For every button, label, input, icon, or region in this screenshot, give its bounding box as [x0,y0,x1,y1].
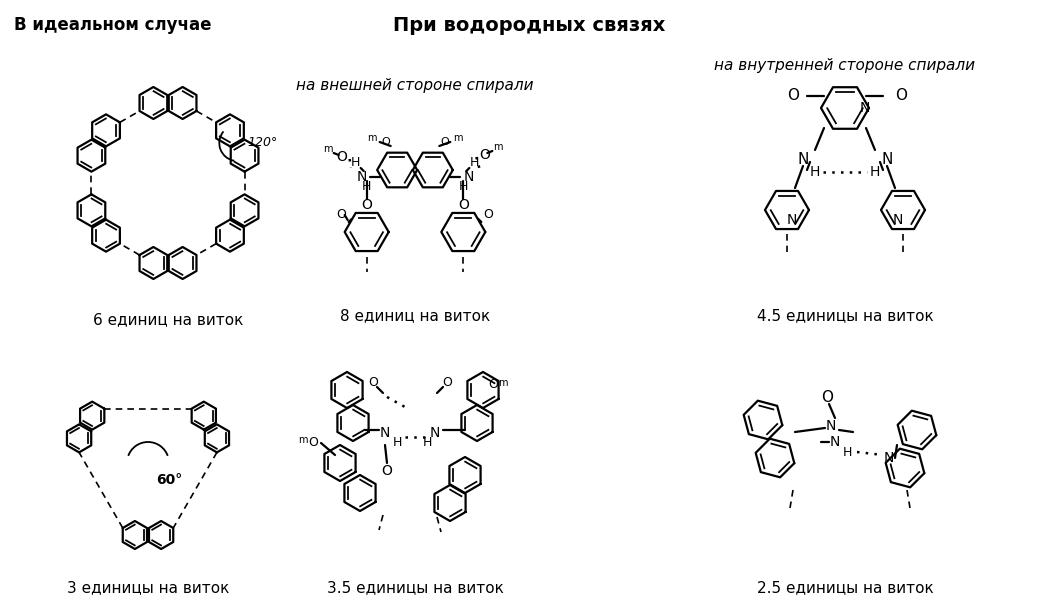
Text: O: O [440,137,449,147]
Text: O: O [382,464,393,478]
Text: m: m [454,133,463,143]
Text: на внешней стороне спирали: на внешней стороне спирали [296,78,533,93]
Text: O: O [368,377,378,390]
Text: N: N [380,426,390,440]
Text: 6 единиц на виток: 6 единиц на виток [93,312,243,327]
Text: m: m [367,133,377,143]
Text: N: N [357,170,367,184]
Text: H: H [362,181,371,194]
Text: 60°: 60° [156,473,182,487]
Text: на внутренней стороне спирали: на внутренней стороне спирали [714,58,975,73]
Text: O: O [336,209,347,222]
Text: N: N [883,451,894,465]
Text: N: N [463,170,474,184]
Text: O: O [821,390,833,405]
Text: O: O [479,148,490,162]
Text: O: O [488,378,498,392]
Text: N: N [430,426,440,440]
Text: N: N [881,153,893,167]
Text: H: H [870,165,880,179]
Text: O: O [308,436,318,449]
Text: N: N [798,153,808,167]
Text: 8 единиц на виток: 8 единиц на виток [340,308,490,323]
Text: O: O [381,137,390,147]
Text: H: H [351,157,361,169]
Text: В идеальном случае: В идеальном случае [14,16,212,34]
Text: H: H [458,181,468,194]
Text: O: O [895,88,907,104]
Text: m: m [298,435,308,445]
Text: N: N [860,101,870,115]
Text: N: N [787,213,797,227]
Text: H: H [393,436,402,449]
Text: H: H [470,157,479,169]
Text: N: N [826,419,836,433]
Text: O: O [361,198,372,212]
Text: N: N [829,435,840,449]
Text: 4.5 единицы на виток: 4.5 единицы на виток [756,308,933,323]
Text: При водородных связях: При водородных связях [393,16,665,35]
Text: 3 единицы на виток: 3 единицы на виток [67,580,230,595]
Text: H: H [422,436,432,449]
Text: m: m [323,144,332,154]
Text: O: O [484,209,493,222]
Text: O: O [458,198,469,212]
Text: m: m [494,142,503,152]
Text: N: N [893,213,904,227]
Text: m: m [498,378,508,388]
Text: H: H [809,165,820,179]
Text: O: O [336,150,347,164]
Text: 2.5 единицы на виток: 2.5 единицы на виток [756,580,933,595]
Text: O: O [787,88,799,104]
Text: 120°: 120° [248,136,277,149]
Text: H: H [842,445,852,458]
Text: 3.5 единицы на виток: 3.5 единицы на виток [327,580,504,595]
Text: O: O [442,377,452,390]
